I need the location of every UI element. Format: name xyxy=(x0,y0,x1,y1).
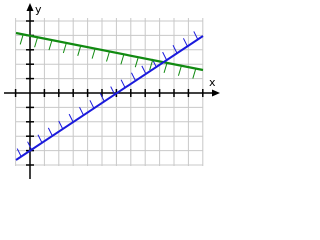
y-axis-label: y xyxy=(35,3,42,16)
axes xyxy=(4,3,220,179)
hatch-mark xyxy=(91,48,96,59)
hatch-mark xyxy=(68,113,74,123)
hatch-mark xyxy=(182,38,188,47)
hatch-mark xyxy=(192,68,197,79)
hatch-mark xyxy=(177,65,182,76)
hatch-mark xyxy=(106,51,110,62)
hatch-mark xyxy=(163,62,168,74)
hatch-mark xyxy=(193,31,199,40)
inequality-graph: y x xyxy=(4,3,220,179)
hatch-mark xyxy=(89,100,95,109)
y-arrow xyxy=(26,3,34,11)
hatch-mark xyxy=(37,134,43,144)
x-axis-label: x xyxy=(209,76,216,89)
hatch-mark xyxy=(134,57,139,68)
green-boundary-line xyxy=(15,31,204,72)
hatch-mark xyxy=(79,106,84,116)
x-arrow xyxy=(212,89,220,97)
hatch-mark xyxy=(77,45,82,56)
hatch-mark xyxy=(120,54,125,65)
hatch-mark xyxy=(58,120,64,130)
hatch-mark xyxy=(19,34,24,45)
hatch-mark xyxy=(110,86,116,95)
hatch-mark xyxy=(162,51,168,61)
hatch-mark xyxy=(16,148,22,157)
hatch-mark xyxy=(48,39,53,51)
hatch-mark xyxy=(172,44,178,54)
hatch-mark xyxy=(62,42,67,54)
hatch-mark xyxy=(34,37,39,48)
hatch-mark xyxy=(120,79,126,88)
hatch-mark xyxy=(141,65,147,75)
hatch-mark xyxy=(131,72,136,82)
hatch-mark xyxy=(47,127,53,137)
hatch-mark xyxy=(149,59,154,71)
hatch-mark xyxy=(27,141,33,150)
hatch-mark xyxy=(99,93,105,102)
blue-boundary-line xyxy=(15,35,204,161)
